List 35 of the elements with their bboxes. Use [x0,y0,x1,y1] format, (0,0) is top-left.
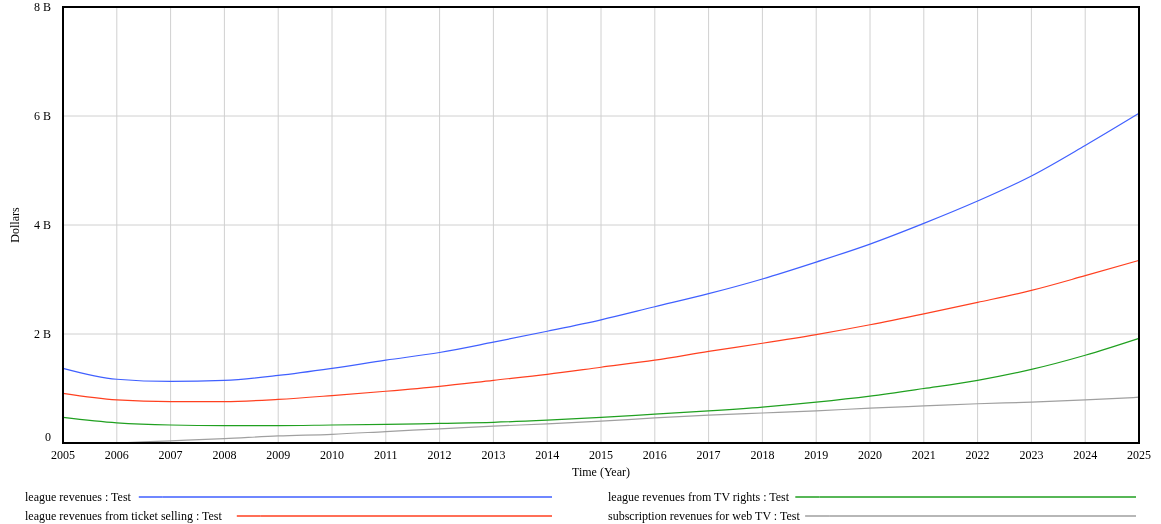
x-tick-label: 2009 [266,448,291,462]
x-tick-label: 2014 [535,448,560,462]
legend-label: league revenues from ticket selling : Test [25,509,223,523]
x-tick-label: 2008 [212,448,237,462]
y-tick-label: 4 B [33,218,51,232]
x-tick-label: 2022 [965,448,990,462]
x-tick-label: 2017 [696,448,721,462]
x-tick-label: 2006 [104,448,129,462]
line-series [62,259,1140,403]
y-tick-label: 6 B [33,109,51,123]
y-tick-label: 8 B [33,0,51,14]
x-tick-label: 2025 [1127,448,1151,462]
x-tick-label: 2021 [911,448,936,462]
x-tick-label: 2024 [1073,448,1098,462]
x-tick-label: 2011 [374,448,398,462]
x-tick-label: 2023 [1019,448,1044,462]
x-tick-label: 2016 [642,448,667,462]
line-series [62,112,1140,383]
legend-label: subscription revenues for web TV : Test [608,509,801,523]
x-tick-label: 2018 [750,448,775,462]
legend-label: league revenues from TV rights : Test [608,490,790,504]
y-tick-label: 2 B [33,327,51,341]
x-tick-label: 2010 [320,448,344,462]
x-tick-label: 2007 [158,448,183,462]
y-tick-label: 0 [45,430,51,444]
x-tick-label: 2012 [427,448,452,462]
x-tick-label: 2019 [804,448,829,462]
y-axis-title: Dollars [8,207,22,243]
x-tick-label: 2005 [51,448,75,462]
x-tick-label: 2015 [589,448,613,462]
x-tick-label: 2020 [858,448,882,462]
line-series [62,337,1140,427]
x-axis-title: Time (Year) [571,465,631,479]
x-tick-label: 2013 [481,448,506,462]
legend-label: league revenues : Test [25,490,132,504]
